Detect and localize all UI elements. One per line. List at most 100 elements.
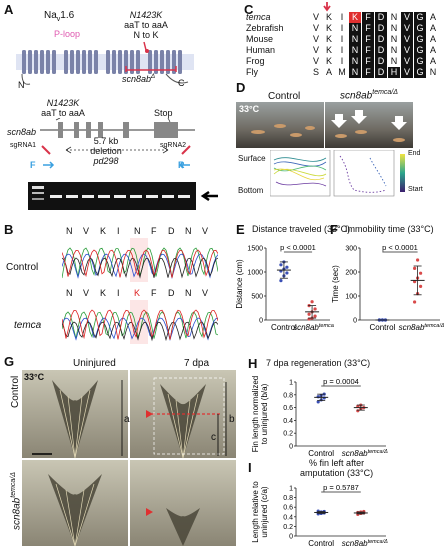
panel-d-mutant-sup: temca/Δ bbox=[372, 89, 398, 96]
sgrna1-cut bbox=[41, 145, 51, 155]
primer-r-label: R bbox=[178, 160, 185, 170]
y-tick-label: 1500 bbox=[247, 246, 263, 253]
helix-segment bbox=[130, 50, 134, 74]
mutation-site-dot bbox=[145, 49, 149, 53]
alignment-residue: D bbox=[375, 12, 387, 23]
panel-i-label: I bbox=[248, 460, 252, 475]
data-point bbox=[313, 314, 317, 318]
p-value-label: p = 0.5787 bbox=[323, 483, 359, 492]
fin-mutant-uninjured bbox=[48, 474, 102, 546]
alignment-residue: F bbox=[362, 45, 374, 56]
alignment-residue: K bbox=[325, 34, 332, 44]
delta-superscript: Δ bbox=[151, 74, 156, 80]
alignment-residue: G bbox=[414, 34, 426, 45]
swim-trajectories bbox=[270, 150, 405, 197]
alignment-residue: I bbox=[340, 12, 344, 22]
y-tick-label: 0.4 bbox=[283, 418, 293, 425]
alignment-residue: D bbox=[375, 67, 387, 78]
fin-mutant-7dpa bbox=[166, 508, 200, 546]
mutation-pointer bbox=[55, 118, 61, 121]
alignment-species-label: Fly bbox=[246, 67, 258, 77]
exon-4 bbox=[98, 122, 103, 138]
down-arrow-icon bbox=[331, 114, 347, 128]
gel-band bbox=[82, 195, 94, 198]
sequence-letter: V bbox=[83, 288, 90, 298]
alignment-residue: V bbox=[401, 23, 413, 34]
chromatogram-temca-label: temca bbox=[14, 320, 42, 331]
helix-segment bbox=[118, 50, 122, 74]
mutation-annotation: N1423K aaT to aaA N to K bbox=[111, 10, 181, 40]
helix-segment bbox=[106, 50, 110, 74]
panel-i-title-line2: amputation (33°C) bbox=[300, 468, 374, 478]
bottom-label: Bottom bbox=[238, 186, 264, 195]
mutant-fish-tank-photo bbox=[325, 102, 413, 148]
alignment-residue: K bbox=[325, 12, 332, 22]
alignment-residue: M bbox=[338, 67, 346, 77]
deletion-line1: 5.7 kb bbox=[93, 136, 119, 146]
y-tick-label: 0.2 bbox=[283, 524, 293, 531]
data-point bbox=[285, 271, 289, 275]
sequence-alignment: temca V K I K F D N V G A Zebrafish V K I N F D N V G A Mouse V… bbox=[246, 12, 446, 84]
gene-mutation-annotation: N1423K aaT to aaA bbox=[28, 98, 98, 118]
ploop-label: P-loop bbox=[54, 29, 81, 39]
helix-segment bbox=[88, 50, 92, 74]
alignment-residue: F bbox=[362, 12, 374, 23]
alignment-residue: N bbox=[390, 12, 398, 22]
row-control-label: Control bbox=[10, 376, 21, 408]
scn8ab-delta-label: scn8abΔ bbox=[122, 74, 155, 84]
exon-last bbox=[154, 122, 178, 138]
deleted-region-ticks bbox=[125, 66, 177, 72]
gel-ladder-band bbox=[32, 186, 44, 189]
gene-name-label: scn8ab bbox=[7, 127, 37, 137]
channel-name-suffix: 1.6 bbox=[60, 10, 75, 21]
helix-segment bbox=[22, 50, 26, 74]
sequence-letter: K bbox=[100, 288, 107, 298]
data-point bbox=[419, 271, 423, 275]
uninjured-header: Uninjured bbox=[73, 358, 116, 369]
helix-segment bbox=[112, 50, 116, 74]
alignment-residue: N bbox=[429, 67, 437, 77]
panel-i-title: % fin left after amputation (33°C) bbox=[300, 458, 373, 478]
mutation2-line1: aaT to aaA bbox=[41, 108, 85, 118]
alignment-residue: G bbox=[414, 67, 426, 78]
alignment-residue: A bbox=[429, 34, 436, 44]
surface-label: Surface bbox=[238, 154, 266, 163]
alignment-residue: I bbox=[340, 34, 344, 44]
y-axis-label: Fin length normalizedto uninjured (b/a) bbox=[251, 376, 269, 452]
sequence-letter: K bbox=[134, 288, 141, 298]
alignment-residue: S bbox=[312, 67, 319, 77]
agarose-gel-image bbox=[28, 182, 196, 210]
panel-a-label: A bbox=[4, 2, 14, 17]
helix-segment bbox=[28, 50, 32, 74]
control-chromatogram-trace bbox=[62, 238, 218, 282]
helix-segment bbox=[166, 50, 170, 74]
x-category-label: scn8abtemca/Δ bbox=[342, 449, 388, 458]
control-trajectory-box bbox=[270, 150, 331, 197]
y-tick-label: 0.6 bbox=[283, 505, 293, 512]
panel-b-label: B bbox=[4, 222, 14, 237]
alignment-residue: D bbox=[375, 34, 387, 45]
sequence-letter: N bbox=[185, 226, 192, 236]
mutation-site-marker bbox=[143, 41, 147, 51]
y-tick-label: 0 bbox=[289, 534, 293, 541]
fin-photo-grid bbox=[22, 370, 236, 546]
x-category-label: Control bbox=[308, 539, 334, 548]
deletion-annotation: 5.7 kb deletion pd298 bbox=[80, 136, 132, 166]
data-point bbox=[279, 279, 283, 283]
panel-f-label: F bbox=[330, 222, 338, 237]
gel-band bbox=[50, 195, 62, 198]
alignment-residue: N bbox=[390, 56, 398, 66]
bracket-b-label: b bbox=[229, 414, 235, 425]
dpa-header: 7 dpa bbox=[184, 358, 210, 369]
panel-d-control-header: Control bbox=[268, 91, 301, 102]
exon-2 bbox=[74, 122, 79, 138]
alignment-residue: H bbox=[388, 67, 400, 78]
x-category-label: scn8abtemca/Δ bbox=[399, 323, 444, 332]
row-mutant-sup: temca/Δ bbox=[10, 472, 17, 498]
time-colorbar bbox=[400, 154, 405, 192]
panel-g-label: G bbox=[4, 354, 15, 369]
alignment-residue: A bbox=[429, 12, 436, 22]
sequence-letter: I bbox=[117, 288, 120, 298]
data-point bbox=[316, 400, 320, 404]
alignment-residue: N bbox=[390, 34, 398, 44]
